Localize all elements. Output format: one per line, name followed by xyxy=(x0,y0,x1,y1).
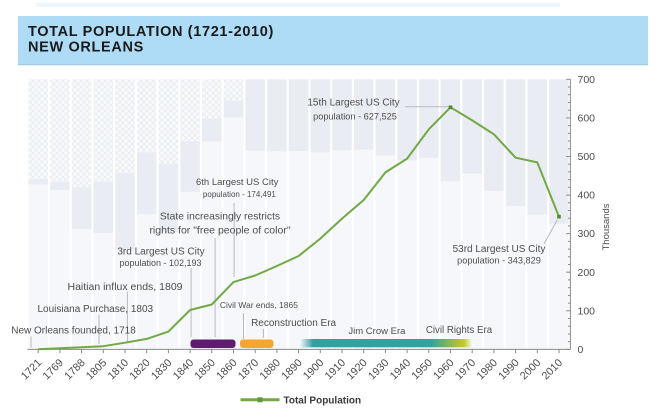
svg-text:3rd Largest US City: 3rd Largest US City xyxy=(117,247,204,258)
svg-text:TOTAL POPULATION (1721-2010): TOTAL POPULATION (1721-2010) xyxy=(28,24,274,40)
svg-text:Louisiana Purchase, 1803: Louisiana Purchase, 1803 xyxy=(37,304,153,315)
svg-text:400: 400 xyxy=(578,190,596,202)
svg-text:NEW ORLEANS: NEW ORLEANS xyxy=(28,40,144,56)
svg-text:rights for "free people of col: rights for "free people of color" xyxy=(149,224,290,236)
svg-text:200: 200 xyxy=(578,267,596,279)
svg-text:Reconstruction Era: Reconstruction Era xyxy=(251,318,336,329)
svg-text:500: 500 xyxy=(578,151,596,163)
svg-text:53rd Largest US City: 53rd Largest US City xyxy=(453,244,546,255)
svg-text:Total Population: Total Population xyxy=(284,396,362,407)
svg-text:Thousands: Thousands xyxy=(601,203,612,250)
svg-text:population - 102,193: population - 102,193 xyxy=(119,258,201,268)
svg-text:population - 174,491: population - 174,491 xyxy=(203,190,277,199)
svg-text:population - 343,829: population - 343,829 xyxy=(457,256,541,266)
svg-text:0: 0 xyxy=(578,344,584,356)
svg-text:100: 100 xyxy=(578,305,596,317)
svg-text:600: 600 xyxy=(578,113,596,125)
svg-text:population - 627,525: population - 627,525 xyxy=(313,111,397,121)
svg-text:700: 700 xyxy=(578,74,596,86)
svg-text:State increasingly restricts: State increasingly restricts xyxy=(160,212,280,223)
svg-text:Civil War ends, 1865: Civil War ends, 1865 xyxy=(220,300,298,310)
svg-text:Jim Crow Era: Jim Crow Era xyxy=(348,326,406,337)
svg-text:Haitian influx ends, 1809: Haitian influx ends, 1809 xyxy=(68,281,183,293)
svg-text:6th Largest US City: 6th Largest US City xyxy=(196,177,279,188)
svg-text:New Orleans founded, 1718: New Orleans founded, 1718 xyxy=(11,326,136,337)
svg-text:300: 300 xyxy=(578,228,596,240)
svg-text:15th Largest US City: 15th Largest US City xyxy=(307,98,399,109)
svg-text:Civil Rights Era: Civil Rights Era xyxy=(426,325,493,336)
